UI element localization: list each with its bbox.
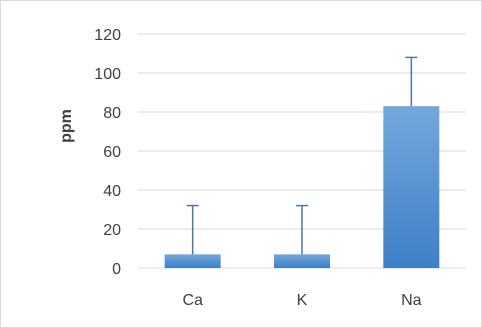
- y-axis-ticks: 0 20 40 60 80 100 120: [94, 27, 121, 278]
- x-axis-ticks: Ca K Na: [182, 292, 421, 309]
- y-tick-label: 80: [103, 105, 121, 122]
- x-tick-label: K: [297, 292, 308, 309]
- y-tick-label: 100: [94, 66, 121, 83]
- bars: [164, 106, 440, 269]
- error-bars: [186, 56, 418, 255]
- bar-ca: [164, 254, 221, 268]
- x-tick-label: Ca: [182, 292, 203, 309]
- y-tick-label: 20: [103, 222, 121, 239]
- bar-na: [383, 106, 440, 269]
- y-tick-label: 0: [112, 261, 121, 278]
- bar-k: [274, 254, 330, 268]
- y-tick-label: 120: [94, 27, 121, 44]
- y-axis-title: ppm: [58, 109, 75, 143]
- x-tick-label: Na: [401, 292, 422, 309]
- y-tick-label: 40: [103, 183, 121, 200]
- y-tick-label: 60: [103, 144, 121, 161]
